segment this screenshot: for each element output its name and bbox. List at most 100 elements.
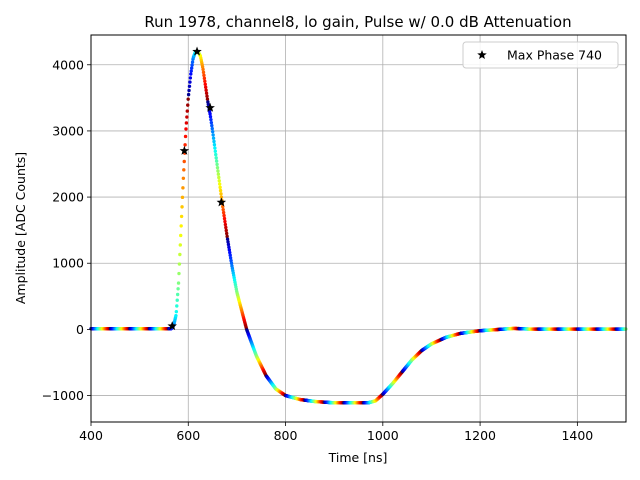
waveform-point	[214, 159, 219, 163]
max-phase-star	[216, 197, 227, 207]
waveform-point	[217, 175, 221, 180]
waveform-point	[177, 262, 182, 266]
waveform-point	[215, 162, 219, 167]
waveform-point	[223, 219, 227, 224]
waveform-point	[227, 245, 231, 249]
waveform-point	[221, 207, 225, 212]
waveform-point	[190, 63, 194, 67]
x-tick-label: 1400	[561, 428, 593, 443]
waveform-point	[226, 240, 230, 244]
x-axis-label: Time [ns]	[328, 450, 388, 465]
waveform-point	[209, 120, 214, 125]
x-tick-label: 400	[79, 428, 103, 443]
waveform-point	[203, 79, 207, 84]
waveform-point	[175, 304, 179, 308]
waveform-point	[181, 186, 185, 190]
waveform-point	[179, 233, 183, 238]
waveform-point	[175, 292, 180, 297]
chart-title: Run 1978, channel8, lo gain, Pulse w/ 0.…	[144, 13, 571, 31]
waveform-point	[226, 242, 231, 247]
waveform-point	[204, 91, 209, 95]
waveform-point	[190, 60, 195, 64]
data-layer	[89, 49, 628, 405]
waveform-point	[179, 224, 183, 228]
waveform-point	[205, 94, 209, 98]
legend: Max Phase 740	[462, 41, 619, 69]
y-tick-label: −1000	[42, 388, 84, 403]
waveform-point	[211, 136, 216, 140]
waveform-point	[225, 234, 229, 239]
waveform-point	[223, 222, 228, 227]
waveform-point	[228, 250, 232, 255]
waveform-point	[184, 121, 189, 125]
waveform-point	[189, 72, 193, 76]
waveform-point	[205, 97, 210, 101]
waveform-point	[180, 205, 184, 209]
waveform-point	[202, 76, 207, 81]
waveform-point	[208, 112, 212, 116]
waveform-point	[188, 80, 192, 84]
waveform-point	[174, 309, 179, 314]
waveform-point	[213, 146, 217, 150]
waveform-point	[187, 88, 191, 93]
waveform-point	[225, 231, 229, 236]
y-tick-label: 0	[76, 322, 84, 337]
waveform-point	[228, 253, 232, 257]
plot-frame	[90, 34, 627, 423]
waveform-point	[208, 115, 213, 119]
waveform-point	[224, 228, 228, 233]
max-phase-markers	[167, 46, 227, 331]
waveform-point	[229, 261, 234, 265]
max-phase-star	[167, 321, 177, 331]
waveform-point	[219, 195, 224, 199]
waveform-point	[225, 237, 230, 241]
waveform-point	[181, 176, 186, 180]
waveform-point	[218, 185, 222, 190]
max-phase-star	[192, 46, 202, 56]
legend-star-icon	[477, 50, 487, 60]
waveform-point	[202, 73, 206, 78]
waveform-point	[224, 225, 228, 230]
waveform-point	[227, 248, 232, 252]
waveform-point	[203, 85, 208, 89]
waveform-point	[185, 109, 189, 113]
waveform-point	[210, 129, 215, 134]
waveform-point	[186, 92, 191, 97]
waveform-point	[209, 117, 213, 122]
waveform-point	[182, 168, 186, 172]
x-tick-label: 600	[176, 428, 200, 443]
x-tick-label: 1200	[464, 428, 496, 443]
waveform-point	[215, 165, 220, 170]
waveform-point	[213, 149, 218, 153]
waveform-point	[210, 126, 214, 131]
waveform-point	[219, 192, 223, 196]
waveform-point	[179, 214, 184, 219]
waveform-point	[186, 97, 190, 101]
waveform-point	[204, 88, 208, 92]
waveform-point	[182, 159, 186, 164]
x-tick-label: 1000	[367, 428, 399, 443]
waveform-point	[189, 69, 193, 73]
waveform-point	[189, 66, 194, 70]
waveform-point	[187, 84, 192, 88]
legend-entry-label: Max Phase 740	[507, 48, 602, 63]
waveform-point	[200, 65, 205, 69]
legend-star-marker	[477, 50, 487, 60]
waveform-point	[216, 172, 221, 176]
waveform-point	[178, 243, 182, 247]
waveform-point	[221, 210, 226, 215]
waveform-point	[178, 252, 182, 257]
x-axis-ticks: 400 600 800 1000 1200 1400	[79, 422, 593, 443]
waveform-point	[201, 70, 206, 75]
max-phase-star	[179, 145, 190, 155]
waveform-point	[175, 298, 179, 302]
waveform-point	[214, 152, 218, 157]
waveform-point	[216, 169, 220, 173]
y-tick-label: 2000	[52, 190, 84, 205]
waveform-point	[222, 216, 227, 221]
waveform-point	[229, 258, 233, 263]
y-axis-ticks: −1000 0 1000 2000 3000 4000	[42, 57, 91, 403]
waveform-point	[184, 127, 188, 131]
max-phase-star	[205, 102, 215, 112]
